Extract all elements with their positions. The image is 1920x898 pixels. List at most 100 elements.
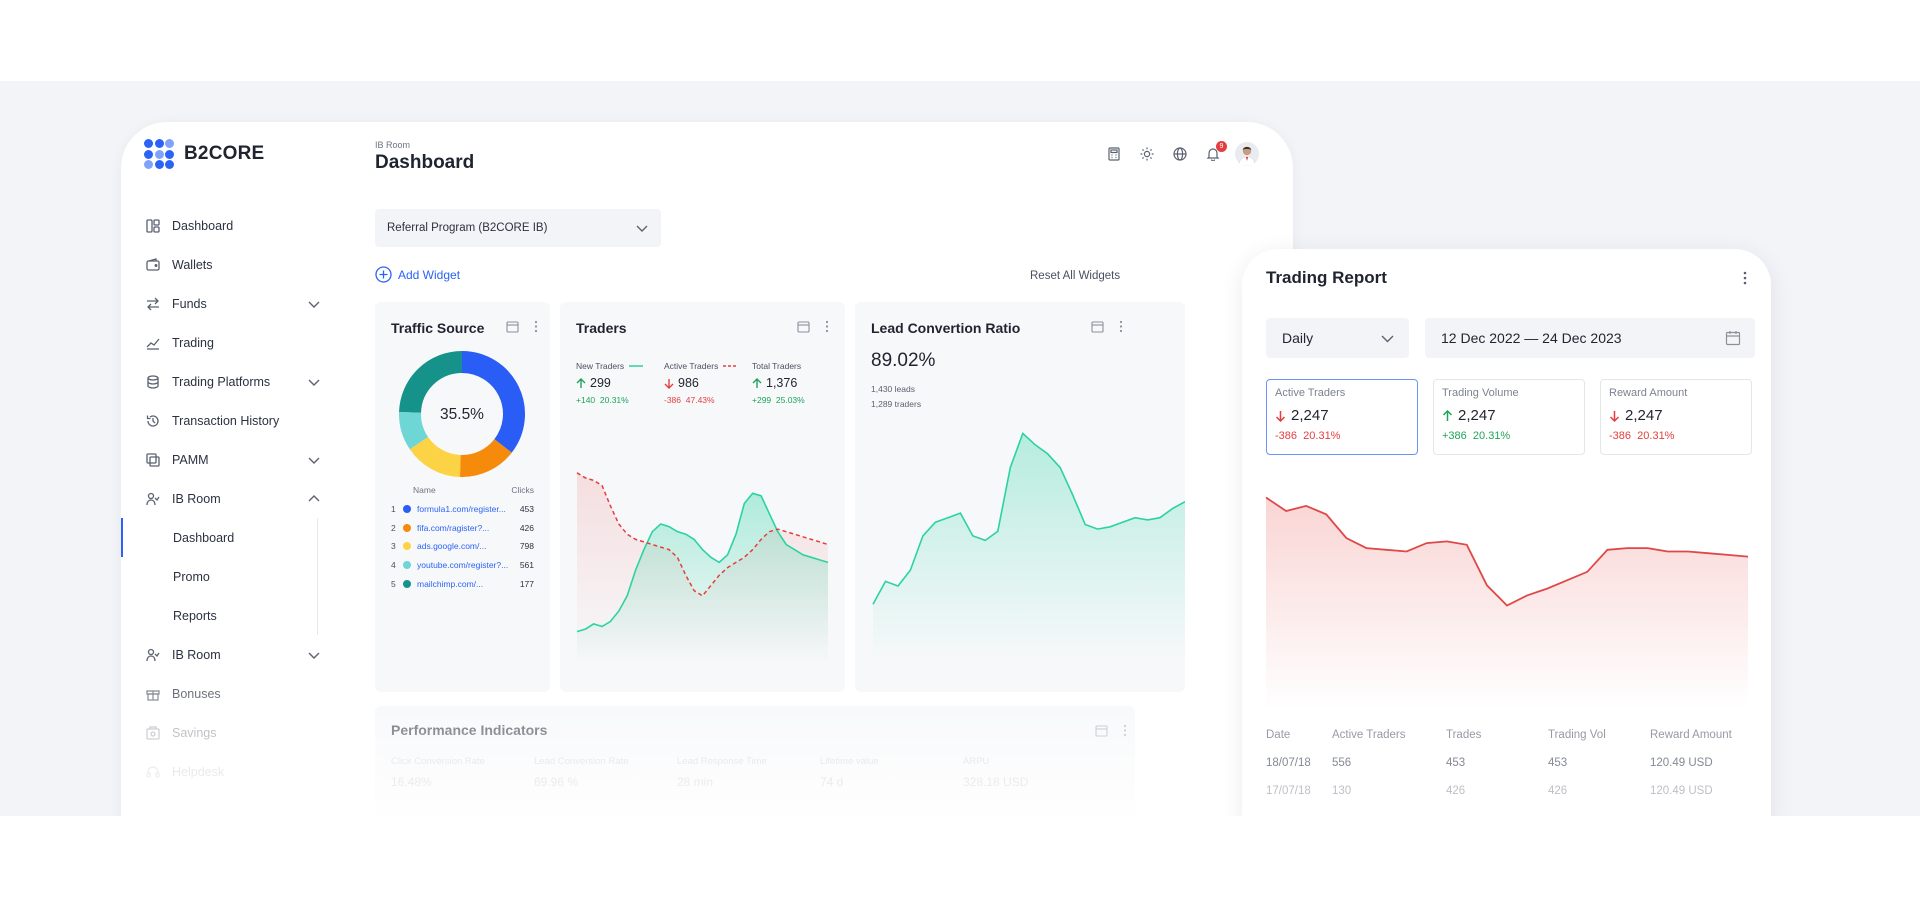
- kpi-item: Lead Conversion Rate 69.96 %: [534, 756, 677, 789]
- traffic-source-card: Traffic Source 35.5% Name Clicks 1 formul…: [375, 302, 550, 692]
- sun-icon[interactable]: [1136, 144, 1157, 165]
- more-vertical-icon[interactable]: [1738, 270, 1752, 286]
- reset-widgets-button[interactable]: Reset All Widgets: [1030, 270, 1121, 282]
- row-number: 3: [391, 541, 396, 552]
- source-link[interactable]: fifa.com/ragister?...: [417, 522, 490, 533]
- layers-icon: [146, 374, 160, 389]
- kpi-delta: -386: [1275, 430, 1298, 442]
- bell-icon[interactable]: 9: [1202, 140, 1227, 165]
- chevron-up-icon[interactable]: [307, 492, 321, 506]
- sidebar-subitem-promo[interactable]: Promo: [173, 569, 210, 584]
- kpi-trading-volume[interactable]: Trading Volume 2,247 +386 20.31%: [1433, 379, 1585, 455]
- calendar-icon[interactable]: [1091, 320, 1104, 333]
- avatar[interactable]: [1235, 142, 1259, 166]
- add-widget-label: Add Widget: [398, 267, 461, 282]
- kpi-label: Click Conversion Rate: [391, 756, 485, 767]
- performance-items: Click Conversion Rate 16.48% Lead Convers…: [391, 756, 1106, 789]
- chevron-down-icon[interactable]: [307, 648, 321, 662]
- gift-icon: [146, 687, 160, 701]
- col-date: Date: [1266, 729, 1291, 741]
- cell: 453: [1548, 757, 1568, 769]
- wallet-icon: [146, 257, 160, 272]
- sidebar-item-trading[interactable]: Trading: [121, 323, 341, 362]
- kpi-label: Lifetime value: [820, 756, 879, 767]
- card-title: Traders: [576, 320, 627, 336]
- program-select-value: Referral Program (B2CORE IB): [387, 222, 548, 234]
- calculator-icon[interactable]: [1103, 144, 1124, 165]
- program-select[interactable]: Referral Program (B2CORE IB): [375, 209, 661, 247]
- sidebar-item-pamm[interactable]: PAMM: [121, 440, 341, 479]
- donut-slice: [460, 438, 512, 477]
- chevron-down-icon: [1380, 331, 1395, 346]
- source-link[interactable]: ads.google.com/...: [417, 541, 487, 552]
- kpi-pct: 20.31%: [1303, 430, 1341, 442]
- chevron-down-icon: [635, 221, 649, 235]
- source-link[interactable]: youtube.com/register?...: [417, 560, 509, 571]
- card-tools: [1091, 320, 1127, 333]
- color-dot: [403, 523, 411, 532]
- donut-slice: [399, 412, 429, 450]
- more-vertical-icon[interactable]: [529, 320, 542, 333]
- more-vertical-icon[interactable]: [820, 320, 833, 333]
- sidebar-submenu: Dashboard Promo Reports: [121, 518, 341, 635]
- sidebar-item-label: PAMM: [172, 452, 209, 467]
- lead-count: 1,430 leads: [871, 384, 915, 394]
- sidebar-item-funds[interactable]: Funds: [121, 284, 341, 323]
- stat-pct: 47.43%: [685, 395, 715, 405]
- card-tools: [506, 320, 542, 333]
- sidebar-subitem-reports[interactable]: Reports: [173, 608, 217, 623]
- globe-icon[interactable]: [1169, 144, 1190, 165]
- cell: 426: [1548, 785, 1568, 797]
- kpi-active-traders[interactable]: Active Traders 2,247 -386 20.31%: [1266, 379, 1418, 455]
- clicks-value: 798: [519, 541, 534, 552]
- sidebar-subitem-dashboard[interactable]: Dashboard: [121, 518, 341, 557]
- sidebar-item-transaction-history[interactable]: Transaction History: [121, 401, 341, 440]
- chevron-down-icon[interactable]: [307, 297, 321, 311]
- chevron-down-icon[interactable]: [307, 453, 321, 467]
- date-range-picker[interactable]: 12 Dec 2022 — 24 Dec 2023: [1425, 318, 1755, 358]
- source-link[interactable]: mailchimp.com/...: [417, 578, 484, 589]
- list-item: 1 formula1.com/register... 453: [391, 500, 534, 519]
- kpi-item: Lead Response Time 28 min: [677, 756, 820, 789]
- kpi-reward-amount[interactable]: Reward Amount 2,247 -386 20.31%: [1600, 379, 1752, 455]
- source-link[interactable]: formula1.com/register...: [417, 504, 506, 515]
- calendar-icon[interactable]: [506, 320, 519, 333]
- color-dot: [403, 579, 411, 588]
- brand-logo[interactable]: B2CORE: [144, 139, 264, 169]
- donut-center-value: 35.5%: [440, 406, 484, 423]
- kpi-label: Active Traders: [1275, 387, 1346, 399]
- stat-active-traders: Active Traders 986 -386 47.43%: [664, 361, 738, 405]
- more-vertical-icon[interactable]: [1114, 320, 1127, 333]
- sidebar-item-wallets[interactable]: Wallets: [121, 245, 341, 284]
- clicks-value: 177: [519, 578, 534, 589]
- table-row[interactable]: 18/07/18 556 453 453 120.49 USD: [1266, 749, 1756, 777]
- arrow-down-icon: [664, 378, 674, 389]
- sidebar-item-savings[interactable]: Savings: [121, 713, 341, 752]
- sidebar-item-trading-platforms[interactable]: Trading Platforms: [121, 362, 341, 401]
- sidebar-item-label: Helpdesk: [172, 764, 225, 779]
- sidebar-item-ib-room-2[interactable]: IB Room: [121, 635, 341, 674]
- chevron-down-icon[interactable]: [307, 375, 321, 389]
- add-widget-button[interactable]: Add Widget: [375, 266, 460, 283]
- cell: 556: [1332, 757, 1352, 769]
- sidebar-item-dashboard[interactable]: Dashboard: [121, 206, 341, 245]
- sidebar-item-bonuses[interactable]: Bonuses: [121, 674, 341, 713]
- plus-circle-icon: [375, 266, 392, 283]
- sidebar-item-helpdesk[interactable]: Helpdesk: [121, 752, 341, 791]
- period-select[interactable]: Daily: [1266, 318, 1409, 358]
- brand-name: B2CORE: [184, 143, 265, 164]
- more-vertical-icon[interactable]: [1118, 724, 1131, 737]
- cell: 130: [1332, 785, 1352, 797]
- cell: 18/07/18: [1266, 757, 1311, 769]
- calendar-icon: [1725, 330, 1741, 346]
- stat-pct: 25.03%: [775, 395, 805, 405]
- calendar-icon[interactable]: [797, 320, 810, 333]
- kpi-value: 2,247: [1291, 407, 1329, 424]
- lead-conversion-card: Lead Convertion Ratio 89.02% 1,430 leads…: [855, 302, 1185, 692]
- color-dot: [403, 505, 411, 514]
- calendar-icon[interactable]: [1095, 724, 1108, 737]
- table-row[interactable]: 17/07/18 130 426 426 120.49 USD: [1266, 777, 1756, 805]
- sidebar-item-ib-room[interactable]: IB Room: [121, 479, 341, 518]
- breadcrumb[interactable]: IB Room: [375, 140, 411, 150]
- col-reward-amount: Reward Amount: [1650, 729, 1732, 741]
